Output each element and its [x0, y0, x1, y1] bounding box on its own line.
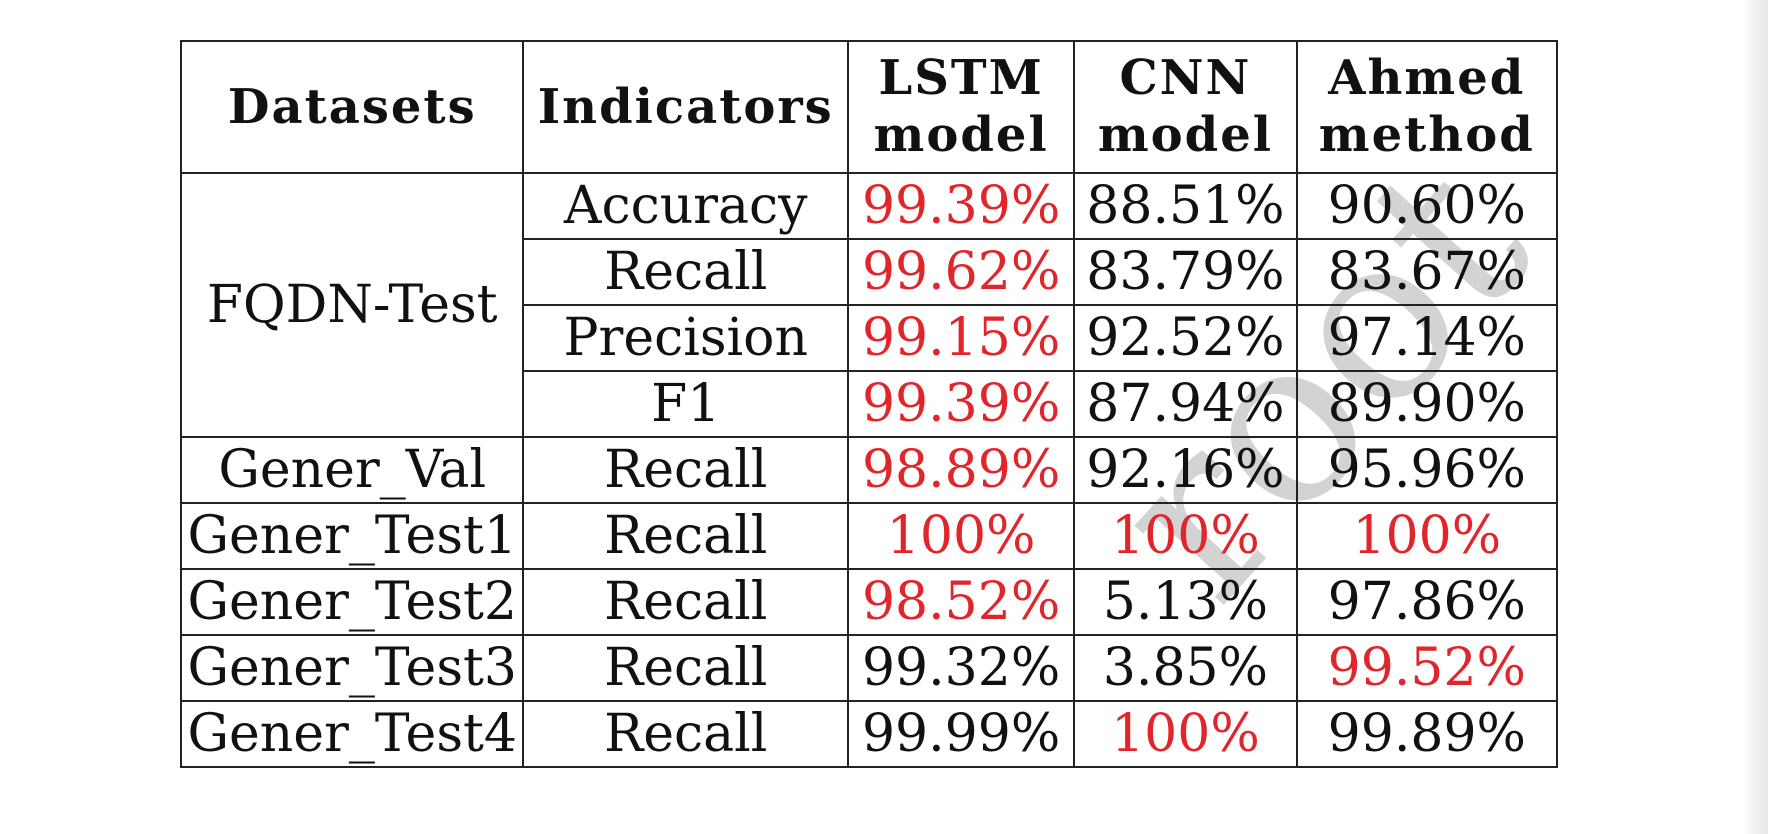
lstm-value-cell: 98.52%	[846, 568, 1076, 636]
ahmed-value-cell: 95.96%	[1295, 436, 1559, 504]
lstm-value-cell: 99.39%	[846, 172, 1076, 240]
indicator-cell: F1	[522, 370, 849, 438]
cnn-value-cell: 100%	[1073, 502, 1298, 570]
dataset-cell: Gener_Test3	[179, 634, 525, 702]
dataset-cell: Gener_Test4	[179, 700, 525, 768]
cnn-value-cell: 92.16%	[1073, 436, 1298, 504]
dataset-cell: Gener_Val	[179, 436, 525, 504]
lstm-value-cell: 99.32%	[846, 634, 1076, 702]
cnn-value-cell: 92.52%	[1073, 304, 1298, 372]
indicator-cell: Recall	[522, 502, 849, 570]
page-edge-shadow	[1742, 0, 1768, 834]
ahmed-value-cell: 97.14%	[1295, 304, 1559, 372]
table-row: Recall 99.62% 83.79% 83.67%	[181, 238, 1559, 306]
indicator-cell: Recall	[522, 700, 849, 768]
table-row: Gener_Test4 Recall 99.99% 100% 99.89%	[179, 700, 1559, 768]
lstm-value-cell: 99.39%	[846, 370, 1076, 438]
dataset-cell: FQDN-Test	[179, 172, 525, 438]
ahmed-value-cell: 100%	[1295, 502, 1559, 570]
cnn-value-cell: 87.94%	[1073, 370, 1298, 438]
lstm-value-cell: 100%	[846, 502, 1076, 570]
ahmed-value-cell: 99.89%	[1295, 700, 1559, 768]
header-lstm-model: LSTM model	[846, 40, 1076, 174]
cnn-value-cell: 5.13%	[1073, 568, 1298, 636]
table-header: Datasets Indicators LSTM model CNN model A…	[179, 40, 1559, 174]
indicator-cell: Recall	[522, 238, 849, 306]
table-row: Gener_Val Recall 98.89% 92.16% 95.96%	[179, 436, 1559, 504]
dataset-cell: Gener_Test1	[179, 502, 525, 570]
ahmed-value-cell: 89.90%	[1295, 370, 1559, 438]
cnn-value-cell: 3.85%	[1073, 634, 1298, 702]
cnn-value-cell: 88.51%	[1073, 172, 1298, 240]
header-datasets: Datasets	[179, 40, 525, 174]
ahmed-value-cell: 97.86%	[1295, 568, 1559, 636]
table-row: Gener_Test1 Recall 100% 100% 100%	[179, 502, 1559, 570]
table-row: Gener_Test2 Recall 98.52% 5.13% 97.86%	[179, 568, 1559, 636]
lstm-value-cell: 98.89%	[846, 436, 1076, 504]
header-row: Datasets Indicators LSTM model CNN model A…	[179, 40, 1559, 174]
results-table: Datasets Indicators LSTM model CNN model A…	[179, 40, 1559, 768]
header-ahmed-method: Ahmed method	[1295, 40, 1559, 174]
table-row: F1 99.39% 87.94% 89.90%	[181, 370, 1559, 438]
cnn-value-cell: 83.79%	[1073, 238, 1298, 306]
indicator-cell: Recall	[522, 568, 849, 636]
header-indicators: Indicators	[522, 40, 849, 174]
lstm-value-cell: 99.99%	[846, 700, 1076, 768]
lstm-value-cell: 99.62%	[846, 238, 1076, 306]
table-row: Precision 99.15% 92.52% 97.14%	[181, 304, 1559, 372]
cnn-value-cell: 100%	[1073, 700, 1298, 768]
table-row: Gener_Test3 Recall 99.32% 3.85% 99.52%	[179, 634, 1559, 702]
lstm-value-cell: 99.15%	[846, 304, 1076, 372]
ahmed-value-cell: 99.52%	[1295, 634, 1559, 702]
indicator-cell: Accuracy	[522, 172, 849, 240]
ahmed-value-cell: 83.67%	[1295, 238, 1559, 306]
dataset-cell: Gener_Test2	[179, 568, 525, 636]
indicator-cell: Precision	[522, 304, 849, 372]
ahmed-value-cell: 90.60%	[1295, 172, 1559, 240]
indicator-cell: Recall	[522, 634, 849, 702]
table-row: FQDN-Test Accuracy 99.39% 88.51% 90.60%	[179, 172, 1559, 438]
header-cnn-model: CNN model	[1073, 40, 1298, 174]
indicator-cell: Recall	[522, 436, 849, 504]
table-body: FQDN-Test Accuracy 99.39% 88.51% 90.60% Recal…	[179, 172, 1559, 768]
